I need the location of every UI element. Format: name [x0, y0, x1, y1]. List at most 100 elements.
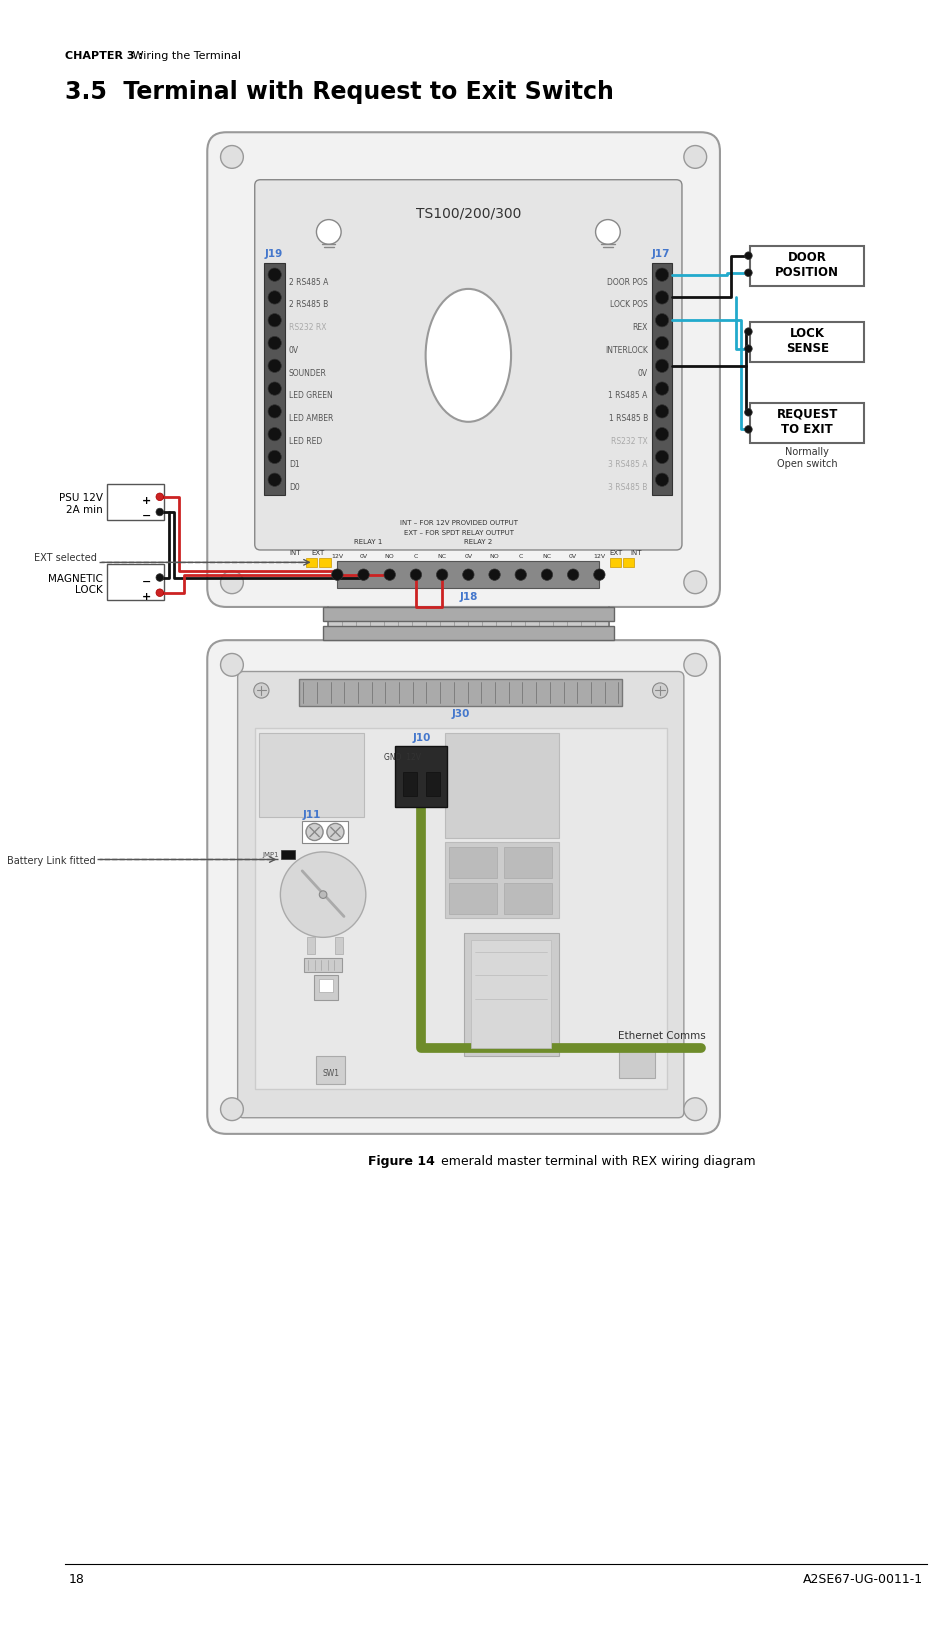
Circle shape	[327, 824, 344, 840]
Text: NC: NC	[438, 554, 447, 559]
Bar	[750, 322, 865, 362]
Text: EXT: EXT	[312, 549, 325, 556]
Circle shape	[156, 574, 163, 582]
Circle shape	[221, 1098, 244, 1121]
Bar	[449, 847, 497, 878]
Text: RELAY 2: RELAY 2	[464, 538, 492, 544]
Text: J18: J18	[459, 592, 478, 601]
Text: Ethernet Comms: Ethernet Comms	[618, 1030, 706, 1042]
Text: MAGNETIC
LOCK: MAGNETIC LOCK	[48, 574, 103, 595]
Text: INT – FOR 12V PROVIDED OUTPUT: INT – FOR 12V PROVIDED OUTPUT	[400, 520, 518, 525]
Circle shape	[683, 653, 707, 676]
Text: 0V: 0V	[569, 554, 577, 559]
Circle shape	[268, 473, 281, 486]
Circle shape	[652, 682, 667, 699]
Text: RELAY 1: RELAY 1	[355, 538, 383, 544]
Text: 3 RS485 B: 3 RS485 B	[609, 483, 648, 492]
Circle shape	[268, 336, 281, 349]
Bar	[396, 746, 447, 808]
Circle shape	[567, 569, 579, 580]
Text: SW1: SW1	[322, 1069, 339, 1077]
Text: −: −	[142, 510, 151, 522]
Circle shape	[254, 682, 269, 699]
Text: NC: NC	[543, 554, 551, 559]
Bar	[264, 263, 285, 496]
Bar	[313, 975, 338, 999]
Circle shape	[655, 427, 668, 440]
Bar	[619, 1051, 655, 1077]
Circle shape	[655, 291, 668, 304]
Bar	[426, 772, 440, 796]
Circle shape	[268, 450, 281, 463]
Bar	[107, 484, 163, 520]
Circle shape	[515, 569, 527, 580]
Text: 0V: 0V	[360, 554, 367, 559]
Text: 0V: 0V	[464, 554, 472, 559]
Circle shape	[745, 426, 752, 434]
Circle shape	[745, 408, 752, 416]
Text: DOOR POS: DOOR POS	[607, 278, 648, 286]
Circle shape	[268, 291, 281, 304]
Text: J19: J19	[264, 250, 282, 260]
Text: D1: D1	[289, 460, 299, 468]
Text: 12V: 12V	[594, 554, 605, 559]
Text: CHAPTER 3 :: CHAPTER 3 :	[65, 50, 143, 60]
Bar	[281, 850, 295, 860]
Text: GND  12V: GND 12V	[384, 752, 421, 762]
Circle shape	[156, 588, 163, 596]
Bar	[610, 557, 621, 567]
Circle shape	[268, 427, 281, 440]
Bar	[464, 933, 559, 1056]
Bar	[306, 557, 317, 567]
Circle shape	[319, 891, 327, 899]
Bar	[504, 847, 552, 878]
Text: LOCK
SENSE: LOCK SENSE	[785, 327, 829, 354]
Text: C: C	[413, 554, 418, 559]
Circle shape	[463, 569, 474, 580]
Circle shape	[745, 344, 752, 353]
FancyBboxPatch shape	[208, 640, 720, 1134]
Text: PSU 12V
2A min: PSU 12V 2A min	[59, 492, 103, 515]
FancyBboxPatch shape	[238, 671, 683, 1118]
Text: REQUEST
TO EXIT: REQUEST TO EXIT	[777, 408, 838, 436]
Bar	[445, 733, 559, 837]
Bar	[323, 626, 614, 640]
Bar	[504, 884, 552, 913]
Bar	[445, 842, 559, 918]
Bar	[337, 561, 599, 588]
Circle shape	[655, 473, 668, 486]
Bar	[403, 772, 417, 796]
Text: J10: J10	[413, 733, 430, 743]
Bar	[260, 733, 364, 817]
FancyBboxPatch shape	[255, 180, 682, 549]
Circle shape	[280, 852, 366, 938]
Bar	[255, 728, 666, 1089]
Text: RS232 TX: RS232 TX	[611, 437, 648, 445]
Text: EXT selected: EXT selected	[34, 552, 97, 562]
Text: Wiring the Terminal: Wiring the Terminal	[129, 50, 242, 60]
Circle shape	[745, 328, 752, 335]
Bar	[449, 884, 497, 913]
Bar	[335, 938, 343, 954]
Circle shape	[268, 382, 281, 395]
Circle shape	[683, 570, 707, 593]
Text: 12V: 12V	[331, 554, 344, 559]
Bar	[750, 245, 865, 286]
Text: LED GREEN: LED GREEN	[289, 392, 332, 400]
Text: INTERLOCK: INTERLOCK	[605, 346, 648, 354]
Text: C: C	[518, 554, 523, 559]
Circle shape	[221, 146, 244, 169]
Circle shape	[268, 268, 281, 281]
Ellipse shape	[426, 289, 511, 422]
Circle shape	[156, 509, 163, 515]
Text: RS232 RX: RS232 RX	[289, 323, 327, 331]
Text: 2 RS485 A: 2 RS485 A	[289, 278, 329, 286]
Text: LOCK POS: LOCK POS	[610, 301, 648, 309]
Text: JMP1: JMP1	[262, 852, 279, 858]
Circle shape	[683, 1098, 707, 1121]
Text: D0: D0	[289, 483, 299, 492]
Text: J17: J17	[651, 250, 670, 260]
Text: 1 RS485 A: 1 RS485 A	[609, 392, 648, 400]
Circle shape	[541, 569, 552, 580]
Text: J11: J11	[302, 809, 321, 819]
